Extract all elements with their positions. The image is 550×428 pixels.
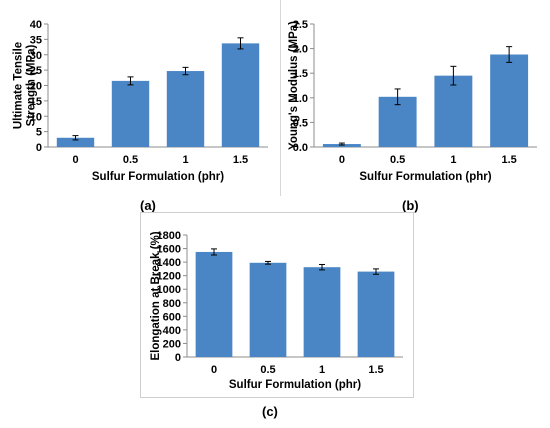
x-tick-label: 0 bbox=[72, 154, 78, 166]
y-tick-label: 25 bbox=[30, 65, 42, 77]
x-tick-label: 1.5 bbox=[233, 154, 248, 166]
x-tick-label: 0 bbox=[339, 154, 345, 166]
x-tick-label: 0.5 bbox=[260, 364, 275, 376]
x-tick-label: 0.5 bbox=[123, 154, 138, 166]
y-tick-label: 15 bbox=[30, 96, 42, 108]
y-tick-label: 5 bbox=[36, 127, 42, 139]
panel-youngs-modulus: 0.0 0.5 1.0 1.5 2.0 2.5 0 0.5 1 1.5 Sulfur Formula… bbox=[281, 0, 550, 196]
y-tick-label: 1.0 bbox=[293, 93, 308, 105]
x-tick-label: 0.5 bbox=[390, 154, 405, 166]
chart-youngs-modulus: 0.0 0.5 1.0 1.5 2.0 2.5 0 0.5 1 1.5 Sulfur Formula… bbox=[288, 19, 537, 183]
x-axis-label: Sulfur Formulation (phr) bbox=[229, 379, 361, 391]
y-tick-label: 40 bbox=[30, 19, 42, 31]
y-tick-label: 10 bbox=[30, 111, 42, 123]
y-tick-label: 0 bbox=[36, 142, 42, 154]
y-tick-label: 0 bbox=[175, 352, 181, 364]
y-tick-label: 2.5 bbox=[293, 19, 308, 31]
x-tick-label: 1.5 bbox=[501, 154, 516, 166]
bar bbox=[357, 271, 395, 357]
x-tick-label: 1.5 bbox=[368, 364, 383, 376]
bar bbox=[195, 251, 233, 357]
x-tick-label: 1 bbox=[182, 154, 188, 166]
x-tick-label: 1 bbox=[319, 364, 325, 376]
y-tick-label: 2.0 bbox=[293, 44, 308, 56]
y-tick-label: 1.5 bbox=[293, 68, 308, 80]
bar bbox=[434, 75, 473, 147]
y-tick-label: 400 bbox=[163, 325, 181, 337]
bar bbox=[111, 80, 150, 147]
y-tick-label: 1600 bbox=[157, 244, 181, 256]
y-axis-label: Ultimate Tensile bbox=[13, 42, 25, 129]
y-axis-label: Elongation at Break (%) bbox=[150, 231, 162, 360]
chart-tensile-strength: 0 5 10 15 20 25 30 35 40 0 0.5 1 1.5 Sulfur Formulati… bbox=[13, 19, 268, 183]
panel-tensile-strength: 0 5 10 15 20 25 30 35 40 0 0.5 1 1.5 Sulfur Formulati… bbox=[0, 0, 281, 196]
x-tick-label: 0 bbox=[211, 364, 217, 376]
bar bbox=[221, 43, 260, 148]
panel-elongation: 0 200 400 600 800 1000 1200 1400 1600 1800 0 0.5 1 1.… bbox=[140, 212, 414, 398]
bar bbox=[166, 71, 205, 147]
y-tick-label: 200 bbox=[163, 338, 181, 350]
x-axis-label: Sulfur Formulation (phr) bbox=[359, 171, 491, 183]
y-tick-label: 30 bbox=[30, 50, 42, 62]
y-tick-label: 1200 bbox=[157, 271, 181, 283]
x-tick-label: 1 bbox=[450, 154, 456, 166]
y-tick-label: 0.5 bbox=[293, 117, 308, 129]
caption-b: (b) bbox=[402, 198, 419, 213]
y-tick-label: 0.0 bbox=[293, 142, 308, 154]
y-tick-label: 1800 bbox=[157, 230, 181, 242]
bar bbox=[490, 54, 529, 148]
caption-a: (a) bbox=[140, 198, 156, 213]
caption-c: (c) bbox=[262, 404, 278, 419]
y-axis-label: Young's Modulus (MPa) bbox=[288, 21, 300, 150]
y-tick-label: 1400 bbox=[157, 257, 181, 269]
y-tick-label: 800 bbox=[163, 298, 181, 310]
y-axis-label: Strength (MPa) bbox=[26, 44, 38, 126]
y-tick-label: 20 bbox=[30, 81, 42, 93]
x-axis-label: Sulfur Formulation (phr) bbox=[92, 171, 224, 183]
y-tick-label: 35 bbox=[30, 34, 42, 46]
bar bbox=[303, 267, 341, 357]
bar bbox=[249, 262, 287, 357]
y-tick-label: 1000 bbox=[157, 284, 181, 296]
bar bbox=[56, 137, 95, 147]
y-tick-label: 600 bbox=[163, 311, 181, 323]
